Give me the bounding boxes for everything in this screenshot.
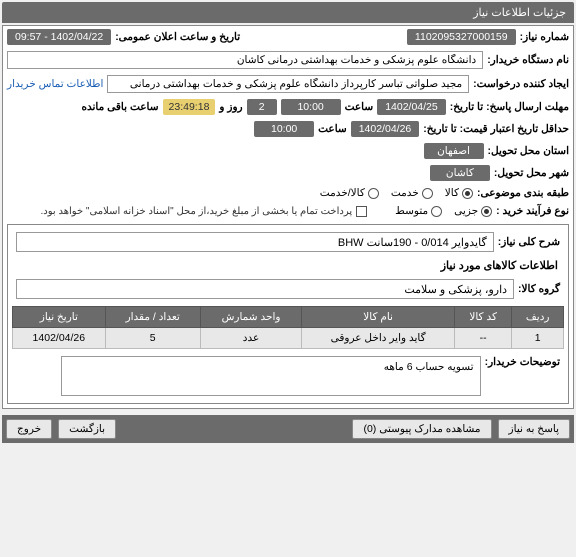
category-kala[interactable]: کالا (445, 187, 473, 199)
validity-label: حداقل تاریخ اعتبار قیمت: تا تاریخ: (423, 123, 569, 135)
deadline-time-label: ساعت (345, 101, 374, 113)
requester-label: ایجاد کننده درخواست: (473, 78, 569, 90)
col-unit: واحد شمارش (200, 307, 302, 328)
page-container: جزئیات اطلاعات نیاز شماره نیاز: 11020953… (0, 0, 576, 445)
category-label: طبقه بندی موضوعی: (477, 187, 569, 199)
category-both[interactable]: کالا/خدمت (320, 187, 379, 199)
cell-name: گاید وایر داخل عروقی (302, 328, 455, 349)
group-label: گروه کالا: (518, 283, 560, 295)
buyer-notes-label: توضیحات خریدار: (485, 356, 560, 368)
col-name: نام کالا (302, 307, 455, 328)
contact-link[interactable]: اطلاعات تماس خریدار (7, 78, 103, 90)
process-jozi-label: جزیی (454, 205, 478, 217)
footer-toolbar: پاسخ به نیاز مشاهده مدارک پیوستی (0) باز… (2, 415, 574, 443)
exit-button[interactable]: خروج (6, 419, 52, 439)
city-label: شهر محل تحویل: (494, 167, 569, 179)
table-row[interactable]: 1 -- گاید وایر داخل عروقی عدد 5 1402/04/… (13, 328, 564, 349)
category-both-label: کالا/خدمت (320, 187, 365, 199)
table-header-row: ردیف کد کالا نام کالا واحد شمارش تعداد /… (13, 307, 564, 328)
group-field (16, 279, 514, 299)
category-radio-group: کالا خدمت کالا/خدمت (320, 187, 473, 199)
process-label: نوع فرآیند خرید : (496, 205, 569, 217)
remaining-label: ساعت باقی مانده (81, 101, 158, 113)
province-value: اصفهان (424, 143, 484, 159)
cell-idx: 1 (512, 328, 564, 349)
col-idx: ردیف (512, 307, 564, 328)
col-qty: تعداد / مقدار (105, 307, 200, 328)
deadline-time: 10:00 (281, 99, 341, 115)
requester-field (107, 75, 469, 93)
cell-qty: 5 (105, 328, 200, 349)
cell-date: 1402/04/26 (13, 328, 106, 349)
col-code: کد کالا (454, 307, 511, 328)
radio-icon (422, 188, 433, 199)
radio-icon (368, 188, 379, 199)
back-button[interactable]: بازگشت (58, 419, 116, 439)
need-number-value: 1102095327000159 (407, 29, 516, 45)
radio-icon (431, 206, 442, 217)
days-and-label: روز و (219, 101, 242, 113)
buyer-notes-field (61, 356, 481, 396)
col-date: تاریخ نیاز (13, 307, 106, 328)
validity-date: 1402/04/26 (351, 121, 420, 137)
payment-note: پرداخت تمام یا بخشی از مبلغ خرید،از محل … (41, 206, 353, 217)
buyer-org-field (7, 51, 483, 69)
process-motevaset[interactable]: متوسط (395, 205, 442, 217)
process-jozi[interactable]: جزیی (454, 205, 492, 217)
category-khadamat[interactable]: خدمت (391, 187, 433, 199)
cell-unit: عدد (200, 328, 302, 349)
process-radio-group: جزیی متوسط (395, 205, 492, 217)
panel-header: جزئیات اطلاعات نیاز (2, 2, 574, 23)
process-motevaset-label: متوسط (395, 205, 428, 217)
buyer-org-label: نام دستگاه خریدار: (487, 54, 569, 66)
province-label: استان محل تحویل: (488, 145, 569, 157)
description-panel: شرح کلی نیاز: اطلاعات کالاهای مورد نیاز … (7, 224, 569, 404)
payment-checkbox[interactable] (356, 206, 367, 217)
deadline-date: 1402/04/25 (377, 99, 446, 115)
announce-datetime-value: 1402/04/22 - 09:57 (7, 29, 111, 45)
items-table: ردیف کد کالا نام کالا واحد شمارش تعداد /… (12, 306, 564, 349)
countdown-timer: 23:49:18 (163, 99, 216, 115)
category-khadamat-label: خدمت (391, 187, 419, 199)
desc-title-label: شرح کلی نیاز: (498, 236, 560, 248)
need-number-label: شماره نیاز: (520, 31, 569, 43)
reply-button[interactable]: پاسخ به نیاز (498, 419, 570, 439)
validity-time-label: ساعت (318, 123, 347, 135)
city-value: کاشان (430, 165, 490, 181)
radio-icon (481, 206, 492, 217)
validity-time: 10:00 (254, 121, 314, 137)
items-section-header: اطلاعات کالاهای مورد نیاز (12, 255, 564, 276)
desc-title-field (16, 232, 494, 252)
category-kala-label: کالا (445, 187, 459, 199)
deadline-label: مهلت ارسال پاسخ: تا تاریخ: (450, 101, 569, 113)
radio-icon (462, 188, 473, 199)
days-remaining: 2 (247, 99, 277, 115)
cell-code: -- (454, 328, 511, 349)
announce-datetime-label: تاریخ و ساعت اعلان عمومی: (115, 31, 240, 43)
info-panel: شماره نیاز: 1102095327000159 تاریخ و ساع… (2, 25, 574, 409)
attachments-button[interactable]: مشاهده مدارک پیوستی (0) (352, 419, 491, 439)
